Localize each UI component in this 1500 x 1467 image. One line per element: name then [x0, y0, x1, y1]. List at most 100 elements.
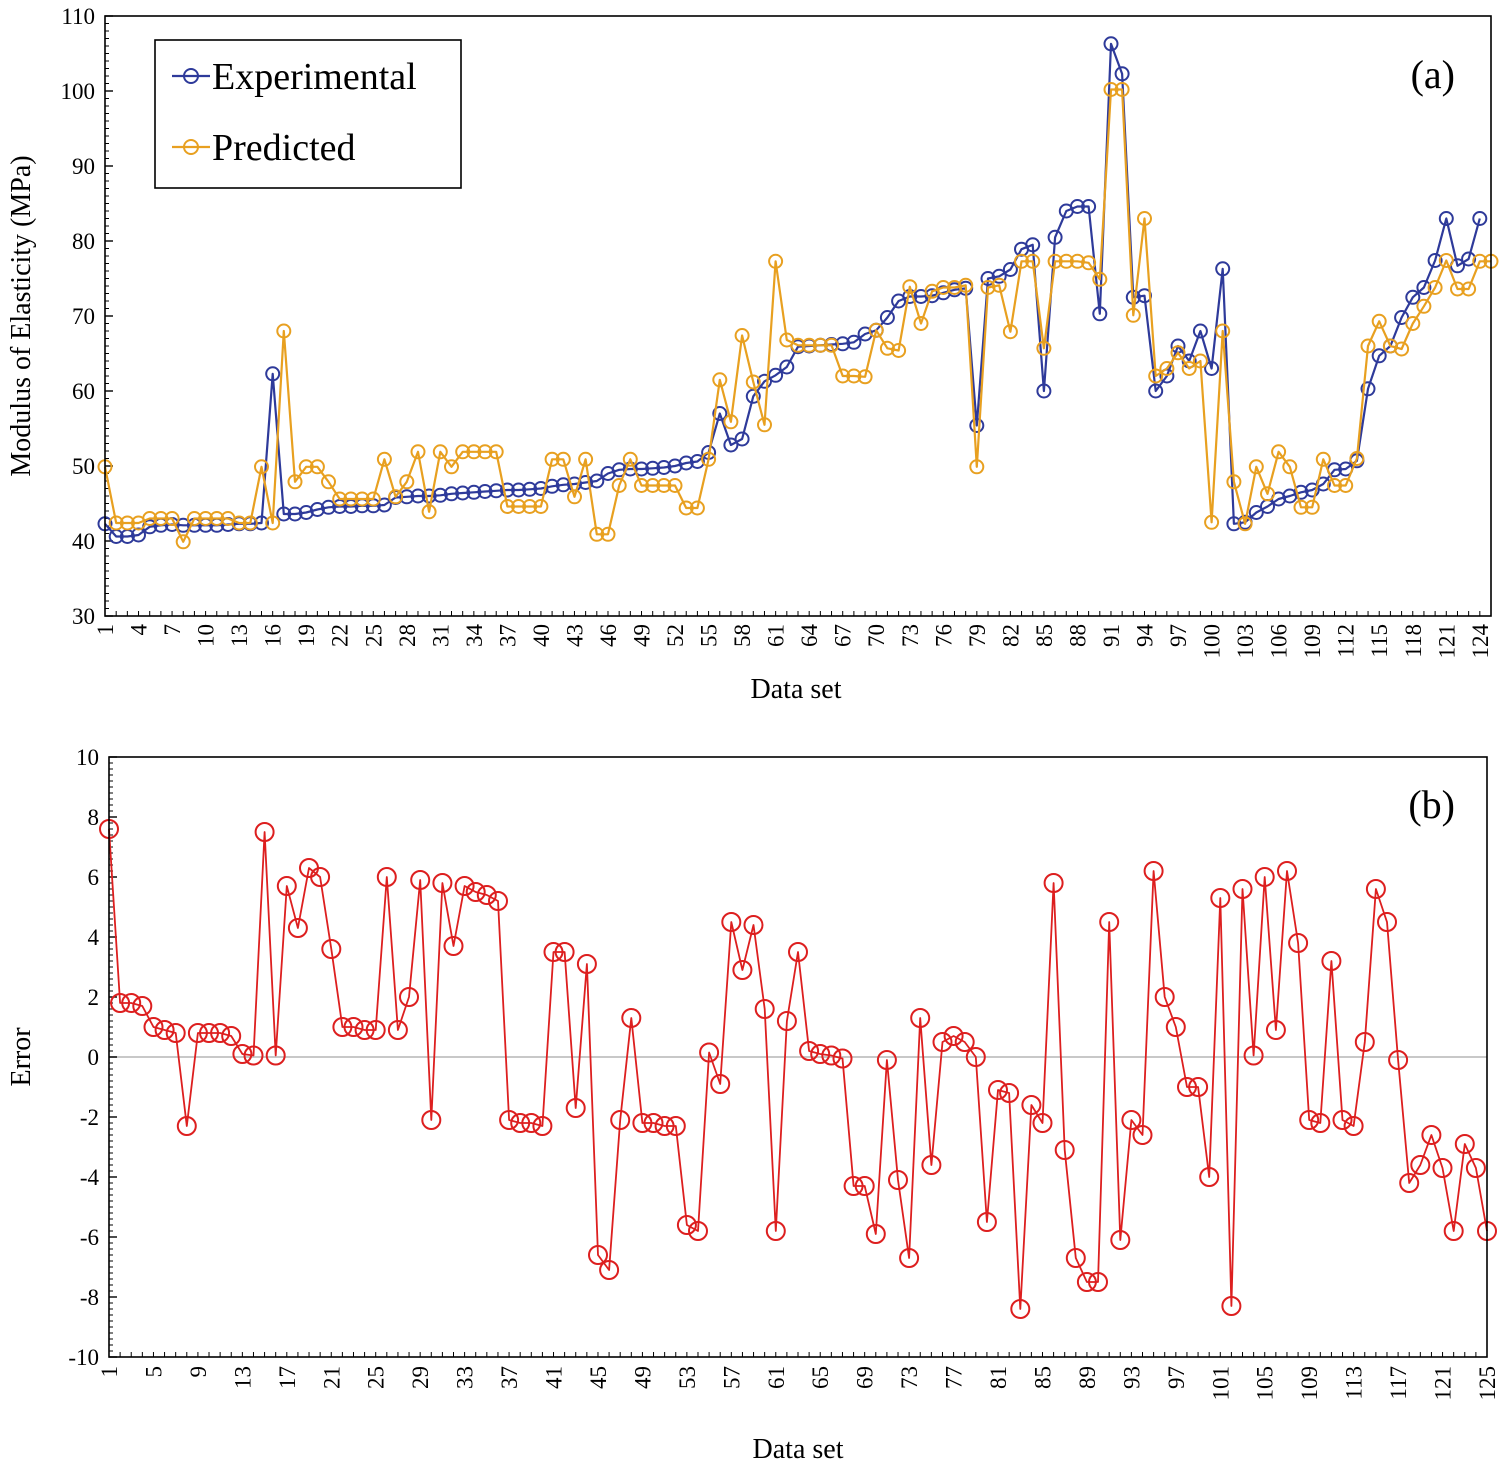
point-error	[1099, 912, 1120, 932]
point-error	[521, 1113, 542, 1133]
point-error	[954, 1032, 975, 1052]
point-error	[710, 1074, 731, 1094]
point-predicted	[309, 459, 325, 475]
point-predicted	[1014, 253, 1029, 269]
point-predicted	[947, 280, 962, 295]
point-error	[410, 870, 431, 890]
point-predicted	[567, 489, 582, 505]
point-error	[499, 1110, 520, 1130]
point-predicted	[757, 417, 772, 433]
point-error	[1188, 1077, 1209, 1097]
point-error	[343, 1017, 364, 1037]
point-predicted	[969, 459, 985, 475]
point-predicted	[265, 515, 281, 531]
point-error	[988, 1080, 1008, 1100]
point-predicted	[1237, 516, 1253, 532]
point-error	[832, 1048, 853, 1069]
point-predicted	[1461, 281, 1477, 297]
point-experimental	[1438, 211, 1454, 226]
a-legend: Experimental Predicted	[154, 39, 462, 189]
point-experimental	[1293, 484, 1309, 500]
point-error	[1332, 1110, 1353, 1130]
point-predicted	[332, 491, 348, 507]
point-experimental	[1472, 211, 1488, 226]
x-tick-label: 49	[630, 624, 655, 647]
y-tick-label: 30	[72, 604, 95, 629]
y-tick-label: 100	[61, 79, 96, 104]
point-error	[610, 1110, 631, 1130]
x-tick-label: 52	[663, 624, 688, 647]
point-predicted	[343, 491, 359, 507]
point-error	[1143, 861, 1164, 881]
x-tick-label: 85	[1030, 1366, 1055, 1389]
point-predicted	[1304, 499, 1320, 515]
point-experimental	[745, 388, 761, 404]
point-predicted	[1103, 82, 1119, 97]
point-error	[621, 1008, 642, 1028]
point-predicted	[1427, 280, 1443, 295]
point-error	[676, 1215, 697, 1235]
point-experimental	[421, 488, 437, 504]
x-tick-label: 121	[1434, 624, 1459, 659]
point-error	[599, 1260, 620, 1280]
point-experimental	[410, 488, 426, 504]
b-x-tick-labels: 1 5 9 13 17 21 25 29 33 37 41 45 49 53 57 61 65 69 73 77 81 8…	[97, 1366, 1500, 1401]
y-tick-label: -4	[80, 1165, 100, 1190]
point-error	[1377, 912, 1397, 932]
x-tick-label: 29	[408, 1366, 433, 1389]
x-tick-label: 46	[596, 624, 621, 647]
point-error	[488, 891, 508, 911]
point-experimental	[757, 373, 772, 389]
a-plot-frame	[104, 15, 1492, 617]
point-predicted	[835, 368, 851, 384]
point-error	[654, 1116, 675, 1136]
point-predicted	[1092, 271, 1108, 287]
point-experimental	[1192, 323, 1208, 339]
point-predicted	[1114, 82, 1130, 97]
point-error	[421, 1110, 442, 1130]
x-tick-label: 113	[1342, 1366, 1367, 1400]
point-predicted	[634, 478, 649, 493]
y-tick-label: 50	[72, 454, 95, 479]
point-experimental	[846, 334, 862, 350]
point-experimental	[276, 506, 292, 522]
point-error	[854, 1176, 875, 1196]
point-predicted	[544, 451, 560, 467]
point-predicted	[1438, 253, 1454, 268]
a-y-tick-labels: 30 40 50 60 70 80 90 100 110	[61, 4, 96, 629]
point-predicted	[1137, 211, 1152, 226]
legend-marker-experimental	[183, 68, 199, 84]
point-predicted	[846, 368, 862, 384]
x-tick-label: 13	[230, 1366, 255, 1389]
point-error	[1088, 1272, 1108, 1292]
point-error	[632, 1113, 653, 1133]
point-predicted	[1260, 486, 1275, 502]
x-tick-label: 45	[586, 1366, 611, 1389]
point-experimental	[1204, 361, 1220, 376]
point-experimental	[734, 431, 750, 447]
point-error	[454, 876, 475, 896]
x-tick-label: 7	[160, 624, 185, 636]
point-predicted	[980, 280, 996, 295]
point-error	[788, 942, 808, 962]
point-experimental	[499, 482, 515, 498]
x-tick-label: 105	[1253, 1366, 1278, 1401]
point-error	[843, 1176, 864, 1196]
point-experimental	[1405, 289, 1421, 305]
point-experimental	[1002, 262, 1018, 277]
x-tick-label: 76	[931, 624, 956, 647]
point-predicted	[153, 511, 169, 526]
point-predicted	[1204, 514, 1220, 530]
point-experimental	[1081, 199, 1097, 214]
x-tick-label: 49	[630, 1366, 655, 1389]
x-tick-label: 31	[428, 624, 453, 647]
point-error	[1010, 1299, 1031, 1319]
point-error	[532, 1116, 553, 1136]
point-predicted	[745, 374, 761, 390]
point-predicted	[1069, 253, 1085, 269]
point-error	[1177, 1077, 1197, 1097]
point-error	[187, 1023, 208, 1043]
point-experimental	[879, 310, 895, 325]
point-experimental	[991, 268, 1007, 284]
x-tick-label: 13	[227, 624, 252, 647]
